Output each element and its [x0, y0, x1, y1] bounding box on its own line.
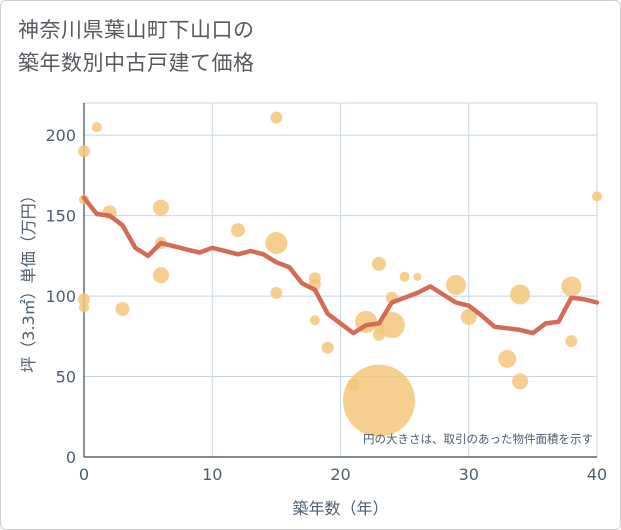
bubble-point — [115, 301, 130, 316]
bubble-point — [378, 312, 405, 339]
y-tick-label: 50 — [56, 368, 76, 387]
chart-title: 神奈川県葉山町下山口の 築年数別中古戸建て価格 — [18, 14, 255, 80]
bubble-point — [78, 145, 90, 158]
y-tick-label: 0 — [66, 448, 76, 467]
bubble-point — [445, 274, 466, 295]
bubble-point — [561, 276, 582, 297]
y-tick-label: 150 — [45, 207, 76, 226]
bubble-point — [152, 267, 169, 284]
bubble-point — [592, 191, 602, 202]
x-tick-label: 30 — [459, 465, 479, 484]
y-tick-label: 200 — [45, 126, 76, 145]
bubble-point — [512, 373, 529, 390]
title-line-2: 築年数別中古戸建て価格 — [18, 51, 255, 75]
x-tick-label: 10 — [202, 465, 222, 484]
y-axis-title: 坪（3.3㎡）単価（万円） — [19, 187, 38, 372]
x-tick-label: 0 — [79, 465, 89, 484]
bubble-point — [565, 335, 578, 348]
bubble-point — [152, 199, 169, 216]
bubble-size-note: 円の大きさは、取引のあった物件面積を示す — [363, 432, 593, 446]
bubble-point — [371, 256, 386, 271]
bubble-point — [399, 271, 410, 282]
y-tick-label: 100 — [45, 287, 76, 306]
bubble-point — [342, 364, 415, 437]
bubble-point — [79, 302, 89, 313]
x-axis-title: 築年数（年） — [292, 499, 388, 518]
title-line-1: 神奈川県葉山町下山口の — [18, 18, 255, 42]
bubble-point — [460, 309, 477, 326]
bubble-point — [309, 315, 320, 326]
bubble-point — [270, 111, 283, 124]
x-tick-label: 20 — [330, 465, 350, 484]
bubble-point — [78, 293, 90, 306]
bubble-point — [321, 341, 334, 354]
bubble-point — [498, 349, 517, 368]
average-line — [81, 195, 600, 336]
bubble-point — [91, 122, 102, 133]
bubble-point — [510, 284, 531, 305]
bubble-point — [270, 286, 283, 299]
bubble-point — [413, 272, 422, 281]
bubble-point — [230, 223, 245, 238]
bubble-point — [265, 231, 288, 254]
x-tick-label: 40 — [587, 465, 607, 484]
